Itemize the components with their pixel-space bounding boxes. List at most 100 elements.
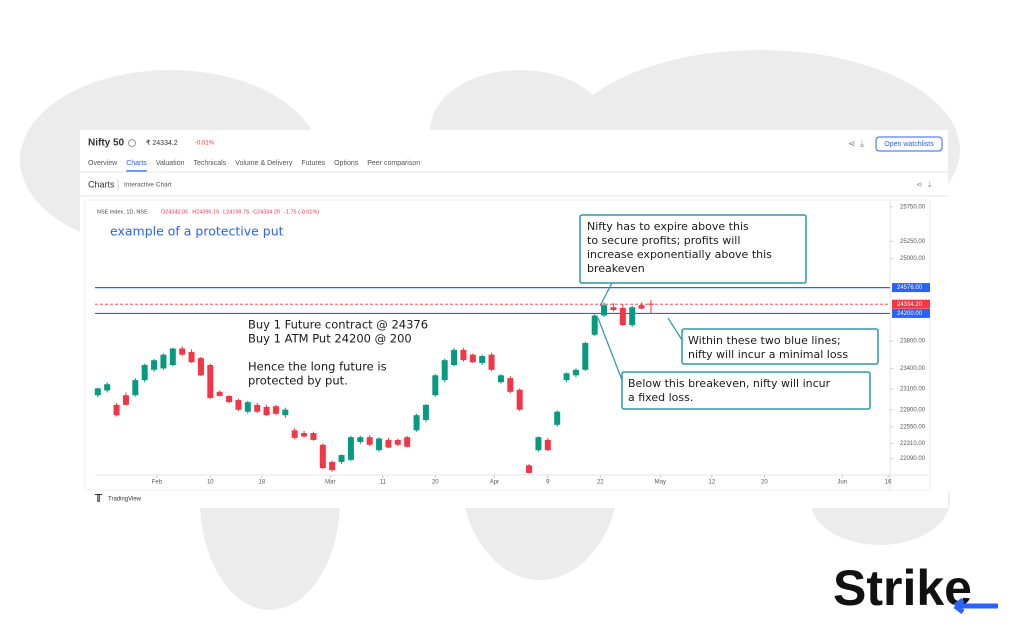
- stock-title: Nifty 50: [88, 138, 125, 149]
- candle-body: [113, 404, 120, 416]
- candle-body: [460, 349, 467, 361]
- candle-body: [376, 438, 383, 451]
- candle-body: [169, 348, 176, 365]
- ohlc-label: -1.75 (-0.01%): [284, 209, 319, 215]
- candle-body: [188, 351, 195, 363]
- note-text: a fixed loss.: [628, 391, 693, 404]
- note-text: Hence the long future is: [248, 360, 387, 374]
- x-tick-label: 20: [761, 480, 768, 486]
- candle-body: [282, 409, 289, 416]
- watchlist-button[interactable]: [875, 136, 943, 152]
- candle-body: [338, 455, 345, 462]
- candle-body: [582, 343, 589, 370]
- candle-body: [488, 354, 495, 370]
- candle-body: [647, 303, 654, 305]
- share-icon[interactable]: ⋖: [916, 180, 923, 189]
- y-tick-label: 23800.00: [900, 339, 926, 345]
- candle-body: [526, 465, 533, 473]
- x-tick-label: May: [655, 480, 666, 486]
- x-tick-label: 12: [709, 480, 716, 486]
- candle-body: [404, 437, 411, 447]
- tab[interactable]: Options: [334, 160, 359, 167]
- section-title: Charts: [88, 179, 115, 189]
- candle-body: [516, 389, 523, 410]
- note-text: breakeven: [587, 262, 645, 275]
- watchlist-button-label[interactable]: Open watchlists: [884, 141, 934, 148]
- note-box: [621, 371, 871, 410]
- tab[interactable]: Charts: [126, 160, 147, 167]
- candle-body: [441, 360, 448, 381]
- chart-title: example of a protective put: [110, 224, 284, 239]
- candle-body: [469, 354, 476, 363]
- candle-body: [197, 358, 204, 376]
- candle-body: [535, 437, 542, 451]
- tab[interactable]: Valuation: [156, 160, 185, 167]
- y-tick-label: 22310.00: [900, 441, 926, 447]
- chart-frame: [84, 199, 931, 491]
- candle-body: [638, 305, 645, 309]
- download-icon[interactable]: ⤓: [860, 138, 864, 148]
- y-tick-label: 23100.00: [900, 387, 926, 393]
- x-tick-label: 11: [380, 480, 387, 486]
- candle-body: [235, 400, 242, 410]
- ohlc-label: C24334.20: [253, 209, 280, 215]
- candle-body: [319, 444, 326, 469]
- ohlc-label: H24396.15: [192, 209, 219, 215]
- candle-body: [479, 356, 486, 363]
- note-text: to secure profits; profits will: [587, 234, 740, 247]
- candle-body: [310, 433, 317, 440]
- symbol: NSE Index, 1D, NSE: [97, 209, 148, 215]
- candle-body: [507, 378, 514, 392]
- x-tick-label: 22: [597, 480, 604, 486]
- candle-body: [601, 305, 608, 316]
- candle-body: [179, 348, 186, 355]
- candle-body: [544, 439, 551, 451]
- candle-body: [160, 354, 167, 369]
- note-arrow: [667, 317, 683, 341]
- info-icon[interactable]: [128, 139, 136, 147]
- candle-body: [413, 415, 420, 431]
- candle-body: [629, 307, 636, 326]
- tab[interactable]: Peer comparison: [367, 160, 420, 167]
- candle-body: [141, 365, 148, 381]
- x-tick-label: Feb: [152, 480, 163, 486]
- candle-body: [132, 380, 139, 396]
- tab[interactable]: Technicals: [193, 160, 226, 167]
- brand: Strike: [833, 560, 972, 616]
- candle-body: [366, 437, 373, 445]
- share-icon[interactable]: ⋖: [848, 138, 856, 148]
- note-text: Buy 1 ATM Put 24200 @ 200: [248, 332, 412, 346]
- candle-body: [385, 439, 392, 448]
- tab[interactable]: Overview: [88, 160, 118, 167]
- candle-body: [272, 406, 279, 414]
- download-icon[interactable]: ⤓: [928, 180, 932, 189]
- x-tick-label: Apr: [490, 480, 499, 486]
- x-tick-label: Mar: [325, 480, 335, 486]
- ohlc-label: L24198.75: [223, 209, 249, 215]
- level-tag: [892, 308, 930, 318]
- note-arrow: [599, 282, 613, 307]
- note-text: Below this breakeven, nifty will incur: [628, 377, 831, 390]
- level-tag: [892, 299, 930, 309]
- candle-body: [263, 406, 270, 416]
- section-subtitle: Interactive Chart: [124, 182, 172, 189]
- candle-body: [422, 404, 429, 420]
- candle-body: [94, 388, 101, 396]
- candle-body: [563, 373, 570, 381]
- note-box: [579, 214, 807, 284]
- candle-body: [151, 360, 158, 370]
- candle-body: [451, 349, 458, 365]
- note-text: Within these two blue lines;: [688, 334, 841, 347]
- tab[interactable]: Futures: [301, 160, 325, 167]
- price: ₹ 24334.2: [146, 139, 178, 147]
- brand-logo: Strike: [833, 560, 998, 616]
- candle-body: [357, 437, 364, 442]
- candle-body: [216, 391, 223, 396]
- candle-body: [291, 430, 298, 438]
- change: -0.01%: [195, 141, 215, 147]
- x-tick-label: 9: [546, 480, 550, 486]
- brand-arrow: [953, 598, 998, 614]
- x-tick-label: Jun: [837, 480, 847, 486]
- candle-body: [207, 365, 214, 398]
- tab[interactable]: Volume & Delivery: [235, 160, 293, 167]
